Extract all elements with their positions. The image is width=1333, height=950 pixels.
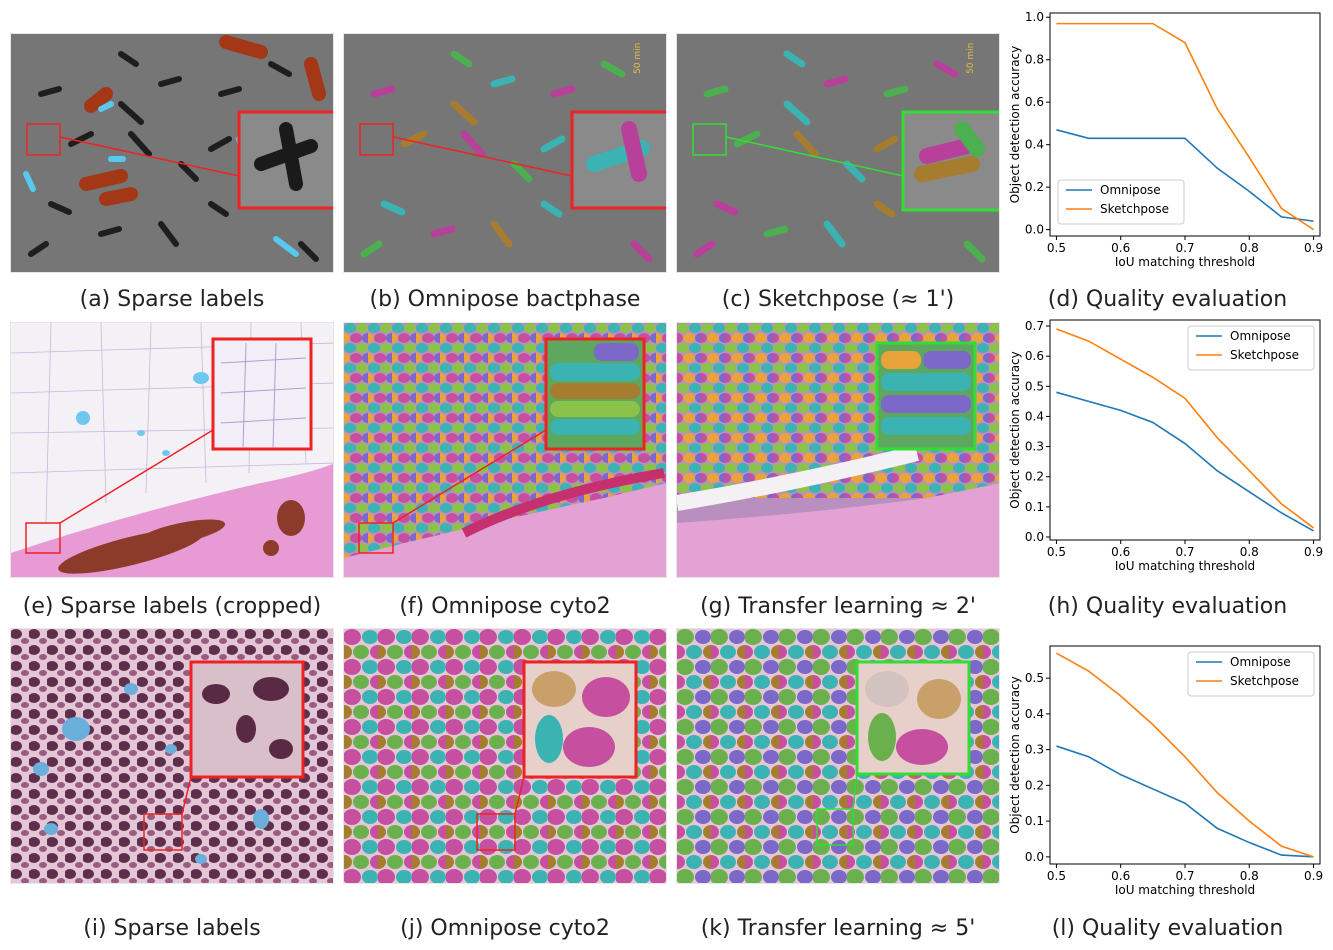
- panel-f-omnipose-cyto2: [343, 322, 667, 578]
- caption-c: (c) Sketchpose (≈ 1'): [721, 287, 955, 312]
- y-tick-label: 1.0: [1025, 10, 1044, 24]
- y-tick-label: 0.3: [1025, 743, 1044, 757]
- y-tick-label: 0.2: [1025, 180, 1044, 194]
- x-axis-label: IoU matching threshold: [1115, 559, 1255, 573]
- y-tick-label: 0.2: [1025, 778, 1044, 792]
- x-tick-label: 0.7: [1175, 869, 1194, 883]
- image-bacteria-sparse: [23, 35, 333, 262]
- chart-d-quality-evaluation: 0.5 0.6 0.7 0.8 0.9 0.0 0.2 0.4 0.6 0.8 1.0 IoU mat…: [1008, 10, 1323, 269]
- panel-i-sparse-labels: [10, 628, 334, 884]
- y-tick-label: 0.7: [1025, 319, 1044, 333]
- legend-entry: Sketchpose: [1230, 348, 1299, 362]
- x-tick-label: 0.9: [1304, 545, 1323, 559]
- legend-entry: Omnipose: [1100, 183, 1161, 197]
- x-tick-label: 0.6: [1111, 241, 1130, 255]
- y-tick-label: 0.8: [1025, 53, 1044, 67]
- panel-a-sparse-labels: [10, 33, 334, 273]
- image-tissue-transfer: [677, 323, 999, 577]
- panel-b-omnipose-bactphase: 50 min: [343, 33, 667, 273]
- legend-entry: Sketchpose: [1230, 674, 1299, 688]
- legend-entry: Sketchpose: [1100, 202, 1169, 216]
- y-tick-label: 0.1: [1025, 500, 1044, 514]
- x-tick-label: 0.8: [1240, 869, 1259, 883]
- x-tick-label: 0.5: [1047, 545, 1066, 559]
- x-axis-label: IoU matching threshold: [1115, 883, 1255, 897]
- y-tick-label: 0.4: [1025, 409, 1044, 423]
- series-line-omnipose: [1056, 391, 1314, 532]
- x-tick-label: 0.9: [1304, 869, 1323, 883]
- caption-k: (k) Transfer learning ≈ 5': [700, 916, 976, 941]
- y-tick-label: 0.6: [1025, 95, 1044, 109]
- panel-k-transfer-learning-5: [676, 628, 1000, 884]
- scale-bar-label-b: 50 min: [633, 43, 643, 74]
- series-line-omnipose: [1056, 129, 1314, 222]
- x-tick-label: 0.5: [1047, 869, 1066, 883]
- scale-bar-label-c: 50 min: [966, 43, 976, 74]
- y-tick-label: 0.5: [1025, 379, 1044, 393]
- caption-h: (h) Quality evaluation: [1047, 594, 1288, 619]
- series-line-sketchpose: [1056, 652, 1314, 858]
- x-tick-label: 0.5: [1047, 241, 1066, 255]
- x-tick-label: 0.6: [1111, 545, 1130, 559]
- image-dense-omnipose: [344, 629, 666, 883]
- caption-d: (d) Quality evaluation: [1047, 287, 1288, 312]
- y-tick-label: 0.0: [1025, 223, 1044, 237]
- y-tick-label: 0.2: [1025, 470, 1044, 484]
- y-tick-label: 0.0: [1025, 850, 1044, 864]
- caption-b: (b) Omnipose bactphase: [369, 287, 641, 312]
- chart-l-quality-evaluation: 0.5 0.6 0.7 0.8 0.9 0.0 0.1 0.2 0.3 0.4 0.5 IoU mat…: [1008, 645, 1323, 897]
- image-tissue-sparse: [11, 323, 333, 577]
- series-line-omnipose: [1056, 745, 1314, 858]
- legend-entry: Omnipose: [1230, 329, 1291, 343]
- y-axis-label: Object detection accuracy: [1008, 676, 1022, 834]
- caption-l: (l) Quality evaluation: [1051, 916, 1284, 941]
- x-tick-label: 0.6: [1111, 869, 1130, 883]
- caption-g: (g) Transfer learning ≈ 2': [700, 594, 976, 619]
- caption-a: (a) Sparse labels: [79, 287, 265, 312]
- caption-f: (f) Omnipose cyto2: [399, 594, 611, 619]
- y-tick-label: 0.1: [1025, 814, 1044, 828]
- image-tissue-omnipose: [344, 323, 666, 577]
- legend-entry: Omnipose: [1230, 655, 1291, 669]
- y-axis-label: Object detection accuracy: [1008, 351, 1022, 509]
- image-bacteria-sketchpose: 50 min: [692, 43, 999, 263]
- series-line-sketchpose: [1056, 328, 1315, 529]
- x-tick-label: 0.8: [1240, 241, 1259, 255]
- panel-e-sparse-labels-cropped: [10, 322, 334, 578]
- chart-h-quality-evaluation: 0.5 0.6 0.7 0.8 0.90.00.10.20.30.40.50.60.7I…: [1008, 319, 1323, 573]
- panel-g-transfer-learning-2: [676, 322, 1000, 578]
- series-line-sketchpose: [1056, 22, 1315, 231]
- caption-i: (i) Sparse labels: [83, 916, 261, 941]
- y-tick-label: 0.5: [1025, 671, 1044, 685]
- y-tick-label: 0.3: [1025, 440, 1044, 454]
- x-axis-label: IoU matching threshold: [1115, 255, 1255, 269]
- panel-c-sketchpose: 50 min: [676, 33, 1000, 273]
- x-tick-label: 0.7: [1175, 241, 1194, 255]
- caption-j: (j) Omnipose cyto2: [400, 916, 610, 941]
- legend-box: [1187, 325, 1315, 371]
- y-axis-label: Object detection accuracy: [1008, 46, 1022, 204]
- x-tick-label: 0.8: [1240, 545, 1259, 559]
- x-tick-label: 0.7: [1175, 545, 1194, 559]
- image-dense-sparse: [11, 629, 333, 883]
- x-tick-label: 0.9: [1304, 241, 1323, 255]
- image-bacteria-omnipose: 50 min: [359, 43, 666, 263]
- y-tick-label: 0.6: [1025, 349, 1044, 363]
- legend-box: [1057, 179, 1185, 225]
- y-tick-label: 0.4: [1025, 707, 1044, 721]
- y-tick-label: 0.0: [1025, 530, 1044, 544]
- image-dense-transfer: [677, 629, 999, 883]
- panel-j-omnipose-cyto2: [343, 628, 667, 884]
- caption-e: (e) Sparse labels (cropped): [22, 594, 322, 619]
- legend-box: [1187, 651, 1315, 697]
- y-tick-label: 0.4: [1025, 138, 1044, 152]
